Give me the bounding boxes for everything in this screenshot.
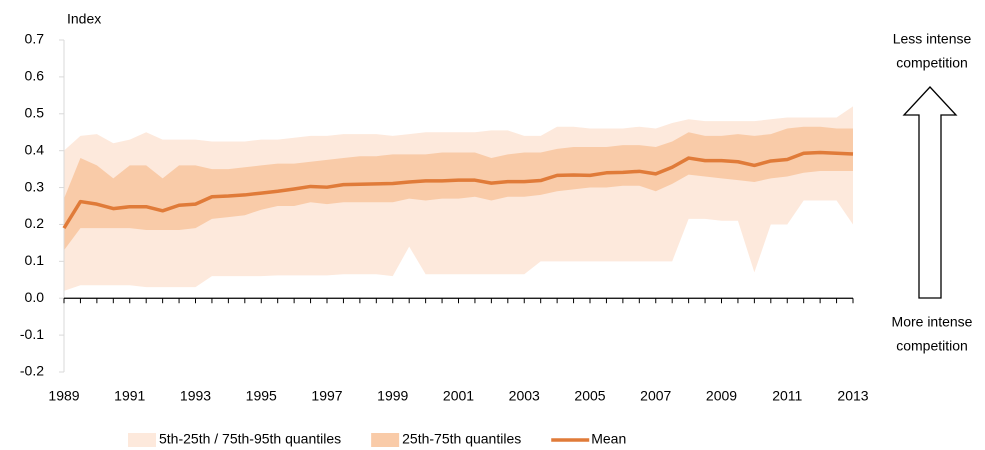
annotation: More intense bbox=[892, 314, 973, 330]
legend-label: 5th-25th / 75th-95th quantiles bbox=[159, 431, 341, 447]
mean-line bbox=[62, 150, 854, 230]
x-tick-label: 1993 bbox=[180, 388, 211, 404]
x-tick-label: 2011 bbox=[772, 388, 802, 404]
x-tick-label: 2001 bbox=[443, 388, 474, 404]
y-axis-label: Index bbox=[67, 11, 101, 27]
y-tick-label: 0.6 bbox=[25, 68, 45, 84]
y-tick-label: 0.2 bbox=[25, 215, 45, 231]
x-tick-label: 2009 bbox=[706, 388, 737, 404]
x-tick-label: 2013 bbox=[837, 388, 868, 404]
arrow bbox=[902, 86, 958, 299]
y-tick-label: 0.1 bbox=[25, 252, 45, 268]
y-tick-label: 0.5 bbox=[25, 104, 45, 120]
legend-swatch bbox=[128, 433, 156, 447]
band-area bbox=[64, 126, 853, 251]
annotation: competition bbox=[896, 55, 968, 71]
legend-swatch bbox=[371, 433, 400, 447]
legend-label: Mean bbox=[591, 431, 626, 447]
y-tick-label: 0.4 bbox=[25, 141, 45, 157]
x-tick-label: 2003 bbox=[509, 388, 540, 404]
y-tick-label: -0.1 bbox=[20, 326, 44, 342]
x-tick-label: 2005 bbox=[574, 388, 605, 404]
annotation: competition bbox=[896, 338, 968, 354]
x-tick-label: 1995 bbox=[246, 388, 277, 404]
x-tick-label: 1999 bbox=[377, 388, 408, 404]
annotation: Less intense bbox=[893, 31, 972, 47]
x-tick-label: 1997 bbox=[311, 388, 342, 404]
x-tick-label: 1991 bbox=[114, 388, 145, 404]
y-tick-label: -0.2 bbox=[20, 363, 44, 379]
legend-label: 25th-75th quantiles bbox=[402, 431, 521, 447]
y-tick-label: 0.3 bbox=[25, 178, 45, 194]
x-tick-label: 1989 bbox=[48, 388, 79, 404]
x-tick-label: 2007 bbox=[640, 388, 671, 404]
y-tick-label: 0.7 bbox=[25, 31, 45, 47]
y-tick-label: 0.0 bbox=[25, 289, 45, 305]
